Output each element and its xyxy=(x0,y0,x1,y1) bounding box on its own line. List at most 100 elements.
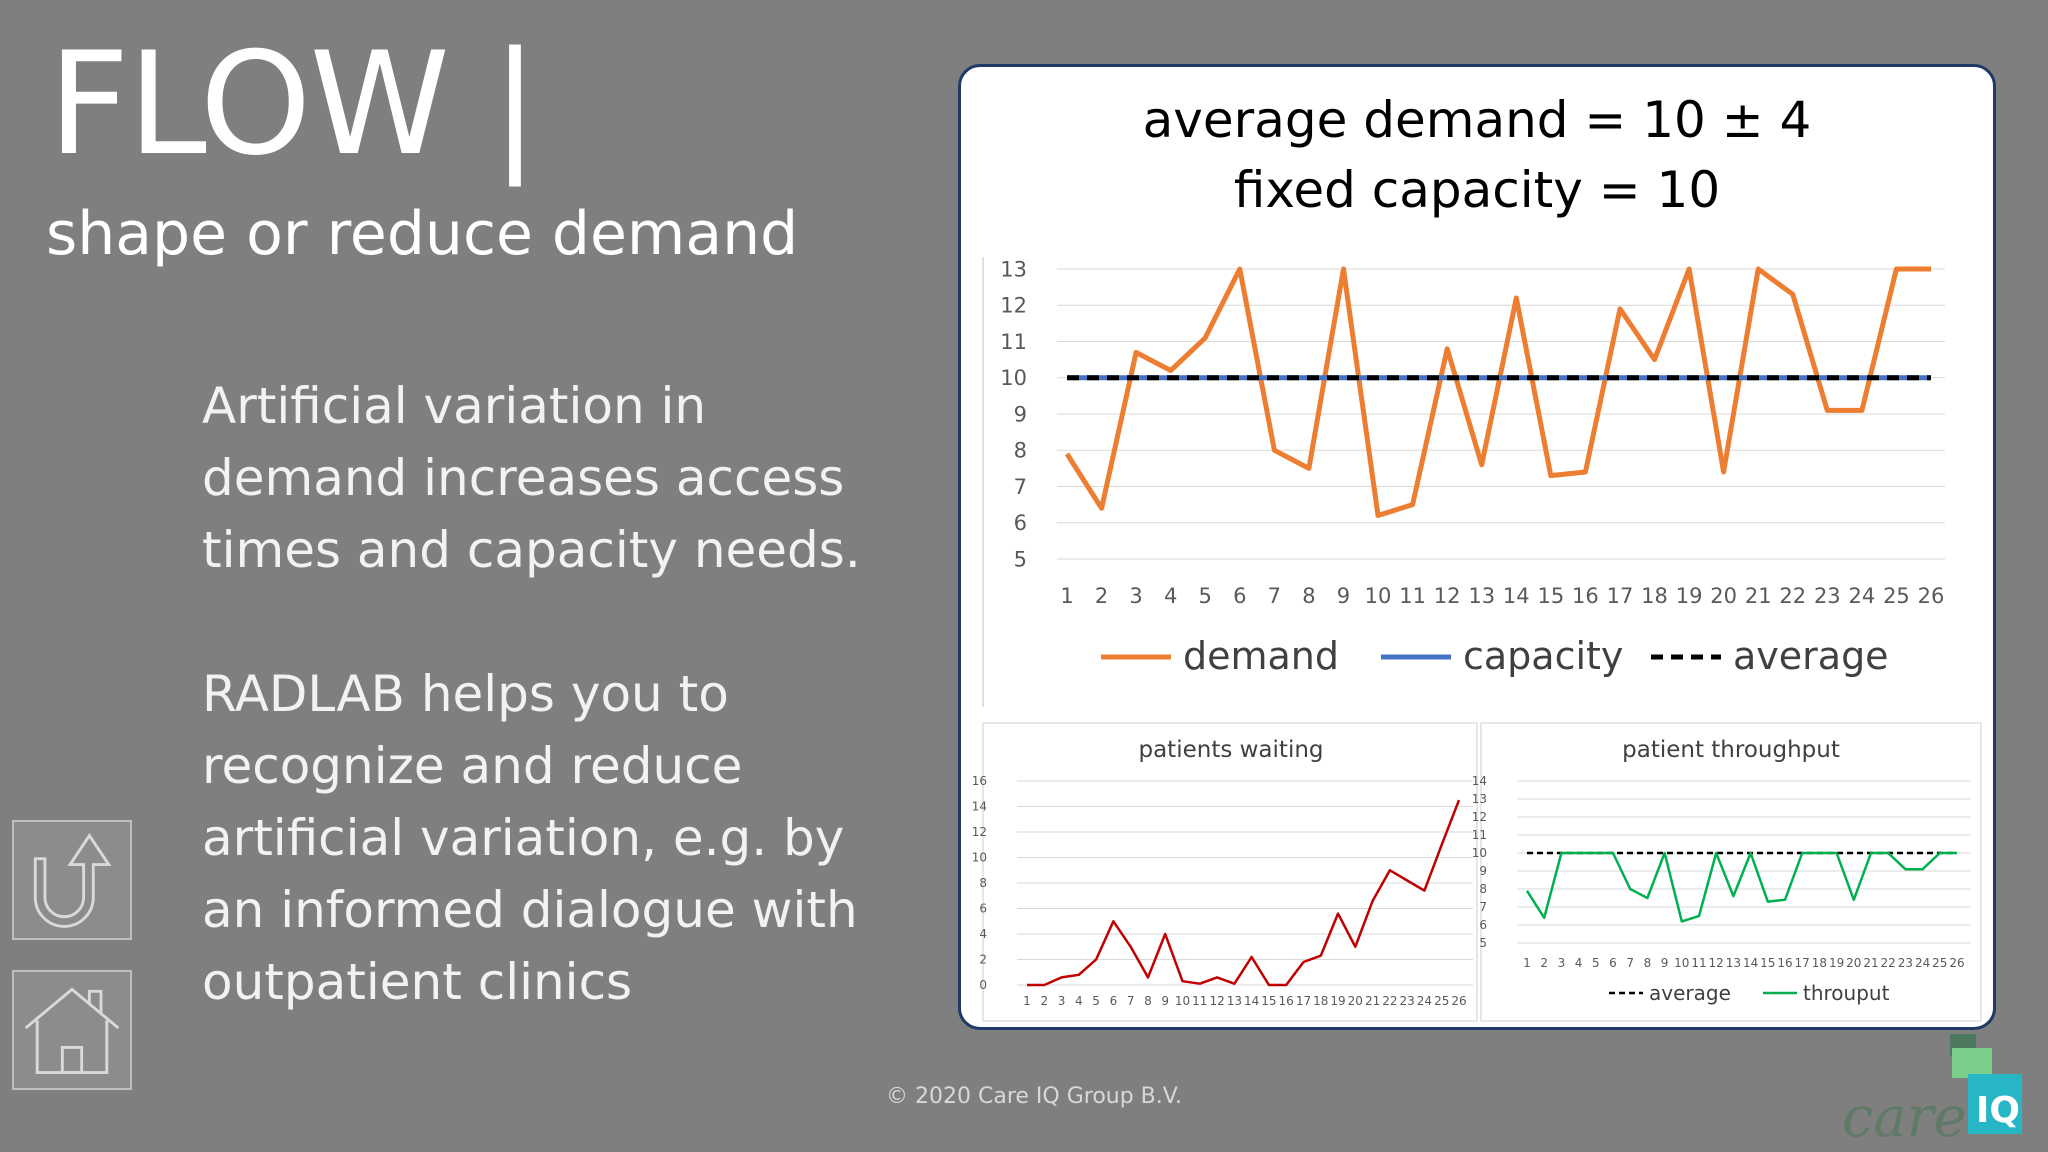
x-tick-label: 2 xyxy=(1095,584,1108,608)
x-tick-label: 11 xyxy=(1192,994,1207,1008)
back-button[interactable] xyxy=(12,820,132,940)
paragraph-radlab: RADLAB helps you to recognize and reduce… xyxy=(202,665,858,1011)
throughput-chart-title: patient throughput xyxy=(1622,737,1840,763)
y-tick-label: 8 xyxy=(979,876,987,890)
legend-label: demand xyxy=(1183,634,1339,678)
x-tick-label: 14 xyxy=(1743,956,1758,970)
y-tick-label: 13 xyxy=(1472,792,1487,806)
y-tick-label: 14 xyxy=(972,800,987,814)
y-tick-label: 7 xyxy=(1479,900,1487,914)
x-tick-label: 11 xyxy=(1399,584,1426,608)
care-iq-logo: care IQ xyxy=(1840,1030,2040,1150)
x-tick-label: 17 xyxy=(1607,584,1634,608)
x-tick-label: 23 xyxy=(1814,584,1841,608)
x-tick-label: 5 xyxy=(1092,994,1100,1008)
x-tick-label: 20 xyxy=(1710,584,1737,608)
x-tick-label: 7 xyxy=(1268,584,1281,608)
x-tick-label: 23 xyxy=(1400,994,1415,1008)
x-tick-label: 6 xyxy=(1233,584,1246,608)
x-tick-label: 4 xyxy=(1575,956,1583,970)
x-tick-label: 14 xyxy=(1244,994,1259,1008)
series-line-demand xyxy=(1064,266,1931,518)
x-tick-label: 5 xyxy=(1199,584,1212,608)
x-tick-label: 7 xyxy=(1127,994,1135,1008)
x-tick-label: 22 xyxy=(1779,584,1806,608)
x-tick-label: 3 xyxy=(1058,994,1066,1008)
x-tick-label: 22 xyxy=(1382,994,1397,1008)
logo-iq-text: IQ xyxy=(1976,1090,2020,1131)
x-tick-label: 8 xyxy=(1302,584,1315,608)
demand-capacity-chart: average demand = 10 ± 4 fixed capacity = … xyxy=(982,91,1945,707)
x-tick-label: 20 xyxy=(1846,956,1861,970)
y-tick-label: 8 xyxy=(1479,882,1487,896)
u-turn-arrow-icon xyxy=(33,832,112,928)
x-tick-label: 15 xyxy=(1760,956,1775,970)
x-tick-label: 4 xyxy=(1164,584,1177,608)
x-tick-label: 9 xyxy=(1337,584,1350,608)
series-line-values xyxy=(1027,799,1461,987)
x-tick-label: 21 xyxy=(1745,584,1772,608)
x-tick-label: 1 xyxy=(1060,584,1073,608)
y-tick-label: 11 xyxy=(1000,330,1027,354)
y-tick-label: 10 xyxy=(1472,846,1487,860)
charts-canvas: average demand = 10 ± 4 fixed capacity = … xyxy=(972,91,1982,1022)
x-tick-label: 16 xyxy=(1572,584,1599,608)
x-tick-label: 26 xyxy=(1918,584,1945,608)
x-tick-label: 6 xyxy=(1609,956,1617,970)
x-tick-label: 11 xyxy=(1691,956,1706,970)
y-tick-label: 12 xyxy=(972,825,987,839)
x-tick-label: 4 xyxy=(1075,994,1083,1008)
x-tick-label: 18 xyxy=(1313,994,1328,1008)
x-tick-label: 15 xyxy=(1537,584,1564,608)
x-tick-label: 24 xyxy=(1849,584,1876,608)
x-tick-label: 10 xyxy=(1365,584,1392,608)
logo-care-text: care xyxy=(1842,1085,1967,1148)
y-tick-label: 12 xyxy=(1472,810,1487,824)
legend-label: average xyxy=(1649,981,1731,1005)
y-tick-label: 2 xyxy=(979,953,987,967)
x-tick-label: 12 xyxy=(1709,956,1724,970)
chart-title: average demand = 10 ± 4 xyxy=(1143,91,1812,149)
y-tick-label: 16 xyxy=(972,774,987,788)
x-tick-label: 10 xyxy=(1674,956,1689,970)
x-tick-label: 16 xyxy=(1777,956,1792,970)
chart-subtitle: fixed capacity = 10 xyxy=(1234,161,1720,219)
chart-panel: average demand = 10 ± 4 fixed capacity = … xyxy=(958,64,1996,1030)
y-tick-label: 8 xyxy=(1014,439,1027,463)
y-tick-label: 10 xyxy=(972,851,987,865)
x-tick-label: 26 xyxy=(1451,994,1466,1008)
x-tick-label: 18 xyxy=(1641,584,1668,608)
x-tick-label: 23 xyxy=(1898,956,1913,970)
x-tick-label: 22 xyxy=(1881,956,1896,970)
y-tick-label: 5 xyxy=(1479,936,1487,950)
x-tick-label: 9 xyxy=(1661,956,1669,970)
y-tick-label: 14 xyxy=(1472,774,1487,788)
x-tick-label: 9 xyxy=(1161,994,1169,1008)
x-tick-label: 16 xyxy=(1279,994,1294,1008)
x-tick-label: 17 xyxy=(1795,956,1810,970)
x-tick-label: 25 xyxy=(1883,584,1910,608)
x-tick-label: 13 xyxy=(1468,584,1495,608)
x-tick-label: 5 xyxy=(1592,956,1600,970)
y-tick-label: 4 xyxy=(979,927,987,941)
y-tick-label: 0 xyxy=(979,978,987,992)
x-tick-label: 17 xyxy=(1296,994,1311,1008)
x-tick-label: 19 xyxy=(1330,994,1345,1008)
x-tick-label: 25 xyxy=(1434,994,1449,1008)
x-tick-label: 2 xyxy=(1540,956,1548,970)
legend-label: capacity xyxy=(1463,634,1623,678)
x-tick-label: 26 xyxy=(1949,956,1964,970)
y-tick-label: 6 xyxy=(1014,511,1027,535)
x-tick-label: 21 xyxy=(1863,956,1878,970)
slide-subtitle: shape or reduce demand xyxy=(46,199,799,269)
home-button[interactable] xyxy=(12,970,132,1090)
y-tick-label: 6 xyxy=(979,902,987,916)
x-tick-label: 1 xyxy=(1023,994,1031,1008)
house-icon xyxy=(24,987,120,1074)
x-tick-label: 18 xyxy=(1812,956,1827,970)
y-tick-label: 12 xyxy=(1000,294,1027,318)
legend-label: average xyxy=(1733,634,1889,678)
copyright-text: © 2020 Care IQ Group B.V. xyxy=(886,1084,1182,1109)
